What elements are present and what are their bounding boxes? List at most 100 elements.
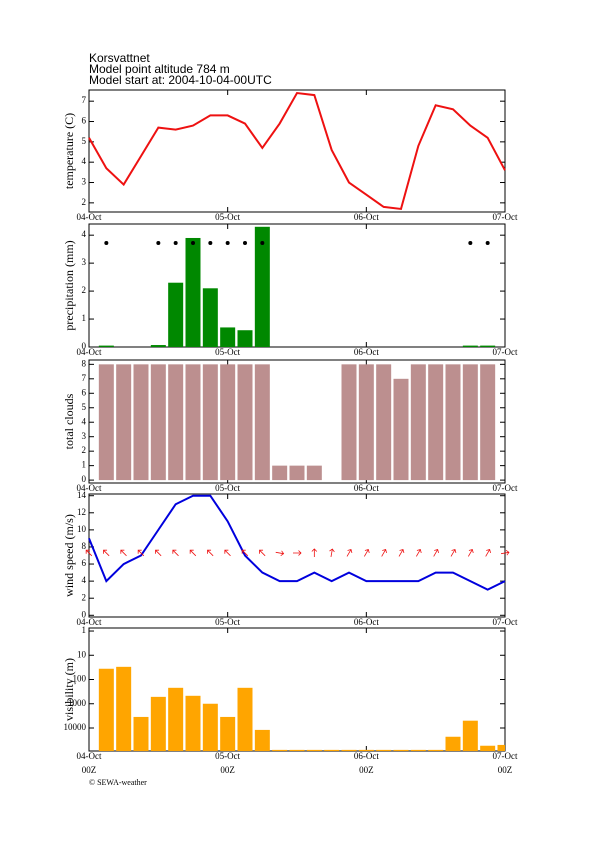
x-tick-label: 07-Oct xyxy=(493,617,518,627)
bar xyxy=(289,465,305,481)
altitude: Model point altitude 784 m xyxy=(89,62,230,76)
x-tick-label: 04-Oct xyxy=(77,347,102,357)
bar xyxy=(185,364,201,481)
y-tick-label: 4 xyxy=(82,575,87,585)
wind-arrow xyxy=(363,549,370,557)
precip-marker xyxy=(485,241,490,245)
x-sublabel: 00Z xyxy=(498,765,513,775)
wind-arrow xyxy=(189,549,197,557)
x-tick-label: 04-Oct xyxy=(77,751,102,761)
y-tick-label: 4 xyxy=(82,156,87,166)
wind-arrow xyxy=(137,549,145,557)
wind-arrow xyxy=(381,549,387,557)
precip-marker xyxy=(191,241,195,245)
y-tick-label: 0 xyxy=(82,609,87,619)
y-tick-label: 0 xyxy=(82,341,87,351)
bar xyxy=(254,226,270,347)
bar xyxy=(237,330,253,347)
bar xyxy=(445,736,461,751)
x-tick-label: 04-Oct xyxy=(77,617,102,627)
x-tick-label: 06-Oct xyxy=(354,212,379,222)
y-tick-label: 2 xyxy=(82,592,87,602)
y-tick-label: 5 xyxy=(82,402,87,412)
y-tick-label: 7 xyxy=(82,373,87,383)
y-tick-label: 6 xyxy=(82,387,87,397)
bar xyxy=(358,749,374,751)
y-tick-label: 1 xyxy=(82,625,87,635)
bar xyxy=(237,687,253,751)
wind-arrow xyxy=(500,549,510,556)
y-tick-label: 10 xyxy=(77,524,87,534)
y-tick-label: 0 xyxy=(82,474,87,484)
bar xyxy=(428,749,444,751)
bar xyxy=(254,729,270,751)
wind-arrow xyxy=(467,549,474,557)
y-axis-label: precipitation (mm) xyxy=(62,240,76,330)
y-tick-label: 1 xyxy=(82,313,87,323)
bar xyxy=(220,364,236,481)
bar xyxy=(220,716,236,751)
bar xyxy=(254,364,270,481)
wind-arrow xyxy=(120,549,127,557)
bar xyxy=(168,364,184,481)
wind-arrow xyxy=(450,549,457,557)
bar xyxy=(324,749,340,751)
wind-arrow xyxy=(207,549,214,557)
x-tick-label: 06-Oct xyxy=(354,617,379,627)
y-tick-label: 100 xyxy=(73,674,87,684)
precip-marker xyxy=(260,241,265,245)
bar xyxy=(185,695,201,751)
x-tick-label: 05-Oct xyxy=(215,617,240,627)
precip-marker xyxy=(208,241,213,245)
y-tick-label: 10 xyxy=(77,649,87,659)
x-tick-label: 04-Oct xyxy=(77,483,102,493)
y-axis-label: wind speed (m/s) xyxy=(62,514,76,597)
x-tick-label: 05-Oct xyxy=(215,751,240,761)
wind-arrow xyxy=(85,549,93,557)
wind-arrow xyxy=(415,549,422,557)
y-tick-label: 14 xyxy=(77,490,87,500)
bar xyxy=(445,364,461,481)
precip-marker xyxy=(173,241,178,245)
data-line xyxy=(88,91,506,211)
bar xyxy=(306,465,322,481)
y-tick-label: 1 xyxy=(82,460,87,470)
bar xyxy=(289,749,305,751)
y-tick-label: 7 xyxy=(82,95,87,105)
bar xyxy=(393,749,409,751)
precip-marker xyxy=(243,241,247,245)
y-axis-label: total clouds xyxy=(62,393,76,449)
precip-marker xyxy=(104,241,109,245)
bar xyxy=(480,745,496,751)
y-axis-label: visibility (m) xyxy=(62,658,76,721)
wind-arrow xyxy=(346,549,353,557)
precip-marker xyxy=(156,241,161,245)
bar xyxy=(150,696,166,751)
x-tick-label: 05-Oct xyxy=(215,483,240,493)
y-tick-label: 2 xyxy=(82,445,87,455)
y-axis-label: temperature (C) xyxy=(62,113,76,189)
wind-arrow xyxy=(311,548,318,557)
footer: © SEWA-weather xyxy=(89,778,147,787)
x-tick-label: 07-Oct xyxy=(493,751,518,761)
bar xyxy=(237,364,253,481)
precip-marker xyxy=(225,241,230,245)
x-sublabel: 00Z xyxy=(220,765,235,775)
wind-arrow xyxy=(329,548,335,558)
bar xyxy=(462,364,478,481)
bar xyxy=(168,282,184,347)
precip-marker xyxy=(468,241,473,245)
x-tick-label: 06-Oct xyxy=(354,347,379,357)
bar xyxy=(393,378,409,481)
x-tick-label: 05-Oct xyxy=(215,212,240,222)
data-line xyxy=(88,494,506,591)
y-tick-label: 2 xyxy=(82,197,87,207)
plot-frame xyxy=(88,359,506,484)
bar xyxy=(116,666,132,751)
y-tick-label: 2 xyxy=(82,285,87,295)
x-tick-label: 07-Oct xyxy=(493,347,518,357)
bar xyxy=(272,465,288,481)
wind-arrow xyxy=(293,550,302,556)
bar xyxy=(98,668,114,751)
bar xyxy=(480,345,496,347)
